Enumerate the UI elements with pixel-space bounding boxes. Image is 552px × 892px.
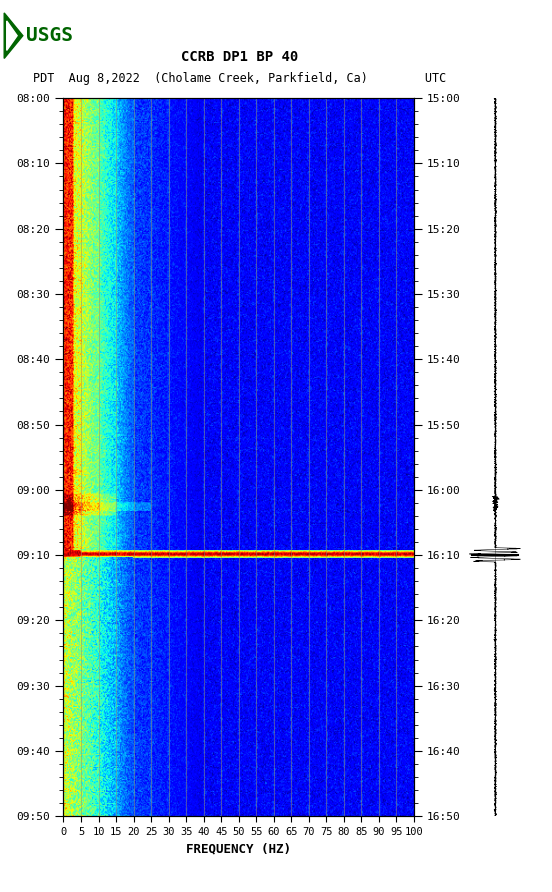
Text: USGS: USGS [26, 26, 73, 45]
Polygon shape [7, 21, 17, 50]
Polygon shape [4, 12, 23, 58]
Text: CCRB DP1 BP 40: CCRB DP1 BP 40 [182, 50, 299, 64]
X-axis label: FREQUENCY (HZ): FREQUENCY (HZ) [186, 842, 291, 855]
Text: PDT  Aug 8,2022  (Cholame Creek, Parkfield, Ca)        UTC: PDT Aug 8,2022 (Cholame Creek, Parkfield… [34, 72, 447, 85]
